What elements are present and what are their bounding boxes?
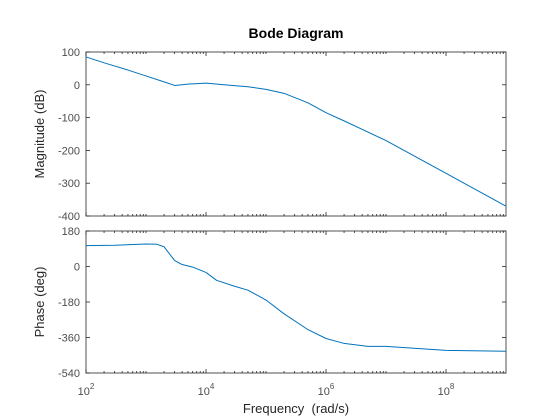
chart-title: Bode Diagram bbox=[249, 25, 344, 41]
x-tick-label: 104 bbox=[198, 382, 215, 398]
phase-panel: 180 0 -180 -360 -540 bbox=[58, 226, 507, 380]
phase-y-tick-label: -540 bbox=[58, 368, 80, 380]
magnitude-panel: 100 0 -100 -200 -300 -400 bbox=[58, 47, 507, 223]
y-axis-label-magnitude: Magnitude (dB) bbox=[32, 90, 47, 179]
magnitude-y-tick-label: -100 bbox=[58, 113, 80, 125]
x-axis-label: Frequency (rad/s) bbox=[243, 401, 349, 416]
x-tick-label: 106 bbox=[318, 382, 335, 398]
magnitude-series-line bbox=[85, 56, 507, 207]
x-tick-label: 108 bbox=[438, 382, 455, 398]
phase-y-tick-label: -360 bbox=[58, 333, 80, 345]
magnitude-y-tick-label: -400 bbox=[58, 211, 80, 223]
phase-y-tick-label: 0 bbox=[74, 262, 80, 274]
phase-y-tick-label: 180 bbox=[62, 226, 80, 238]
magnitude-y-tick-label: 100 bbox=[62, 47, 80, 59]
phase-series-line bbox=[85, 243, 507, 352]
magnitude-y-tick-label: -200 bbox=[58, 145, 80, 157]
phase-axes-box bbox=[85, 230, 507, 374]
magnitude-y-tick-label: -300 bbox=[58, 178, 80, 190]
x-tick-label: 102 bbox=[78, 382, 95, 398]
y-axis-label-phase: Phase (deg) bbox=[32, 267, 47, 338]
phase-y-tick-label: -180 bbox=[58, 297, 80, 309]
magnitude-y-tick-label: 0 bbox=[74, 80, 80, 92]
